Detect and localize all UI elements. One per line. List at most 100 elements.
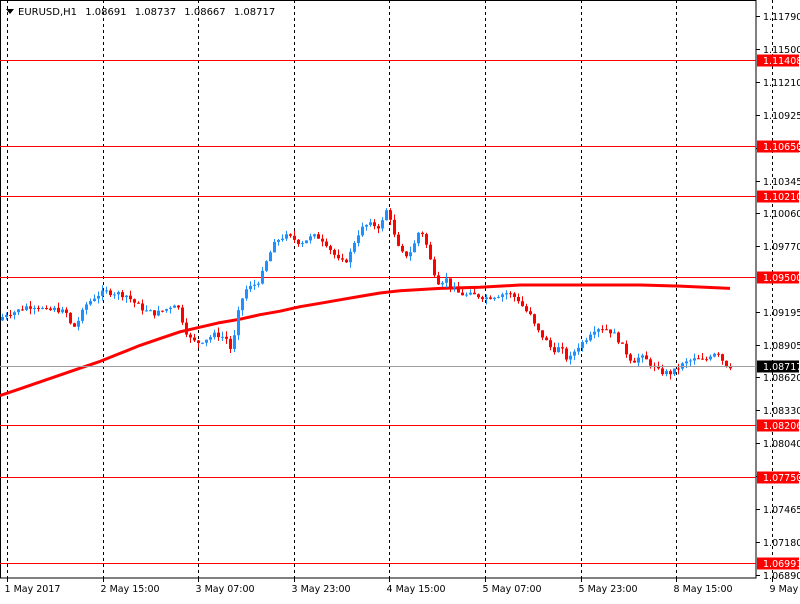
candle-bear [185,323,188,335]
plot-area[interactable] [1,1,757,579]
candle-bear [289,234,292,236]
candle-bear [649,359,652,365]
candle-bull [265,261,268,271]
candle-bull [89,301,92,304]
candle-bull [441,283,444,285]
candle-bear [473,293,476,295]
candle-bull [465,295,468,296]
candle-bear [705,359,708,360]
candle-bear [629,354,632,360]
candle-bear [329,246,332,250]
candle-bear [553,347,556,352]
candle-bull [53,308,56,310]
candle-bull [5,315,8,317]
candle-bull [237,310,240,335]
candle-bull [257,284,260,285]
candle-bear [561,347,564,348]
candle-bear [633,361,636,363]
candle-bull [213,333,216,337]
candle-bear [669,371,672,374]
candle-bull [557,347,560,352]
candle-bull [17,309,20,312]
candle-bear [57,308,60,312]
candle-bull [205,340,208,343]
candle-bull [61,309,64,312]
candle-bear [433,259,436,275]
candle-bear [717,354,720,355]
candle-bull [149,310,152,311]
x-tick-label: 5 May 23:00 [579,584,638,595]
candle-bear [321,239,324,242]
level-label: 1.06991 [763,559,800,570]
candle-bear [193,338,196,341]
candle-bear [545,338,548,341]
y-tick-label: 1.08905 [763,341,800,352]
y-tick-label: 1.11790 [763,12,800,23]
y-tick-label: 1.10060 [763,209,800,220]
candle-bull [709,357,712,360]
candle-bull [165,309,168,311]
candle-bear [429,245,432,260]
candle-bull [145,310,148,311]
candle-bull [97,296,100,299]
candle-bull [493,298,496,299]
candle-bull [445,278,448,282]
candle-bull [593,332,596,335]
candle-bull [413,243,416,252]
candle-bull [77,321,80,327]
candle-bear [373,222,376,226]
candle-bull [501,294,504,297]
y-tick-label: 1.10925 [763,111,800,122]
candle-bear [457,287,460,292]
level-label: 1.10650 [763,142,800,153]
candle-bull [585,340,588,342]
candle-bull [169,308,172,309]
candle-bear [617,332,620,342]
candle-bear [345,260,348,263]
candle-bear [21,309,24,310]
candle-bear [73,323,76,326]
candle-bull [673,369,676,375]
candle-bear [605,329,608,330]
candle-bear [189,335,192,338]
candle-bull [453,287,456,288]
candle-bear [141,303,144,310]
candle-bull [245,289,248,298]
candle-bear [393,220,396,235]
candle-bear [521,301,524,306]
candle-bull [13,312,16,315]
candle-bull [577,348,580,352]
level-label: 1.08206 [763,421,800,432]
candle-bear [489,297,492,299]
candle-bull [613,332,616,333]
candle-bear [109,290,112,295]
y-tick-label: 1.09770 [763,242,800,253]
candle-bear [645,355,648,359]
candle-bull [569,356,572,360]
candle-bull [365,225,368,227]
x-tick-label: 3 May 23:00 [292,584,351,595]
candle-bull [105,290,108,291]
candle-bull [233,335,236,349]
candle-bear [661,368,664,374]
candle-bull [173,306,176,308]
candle-bull [201,343,204,344]
candle-bull [353,243,356,252]
level-label: 1.09500 [763,273,800,284]
candle-bull [597,329,600,332]
candle-bull [637,358,640,363]
candle-bull [1,317,4,320]
y-tick-label: 1.06890 [763,571,800,582]
candle-bull [505,293,508,294]
header-close: 1.08717 [234,7,275,18]
candle-bear [181,307,184,322]
candle-bull [685,361,688,363]
candle-bull [301,243,304,244]
y-tick-label: 1.08040 [763,439,800,450]
candle-bear [537,324,540,331]
candle-bull [385,210,388,220]
candle-bull [497,297,500,298]
candle-bull [641,355,644,357]
